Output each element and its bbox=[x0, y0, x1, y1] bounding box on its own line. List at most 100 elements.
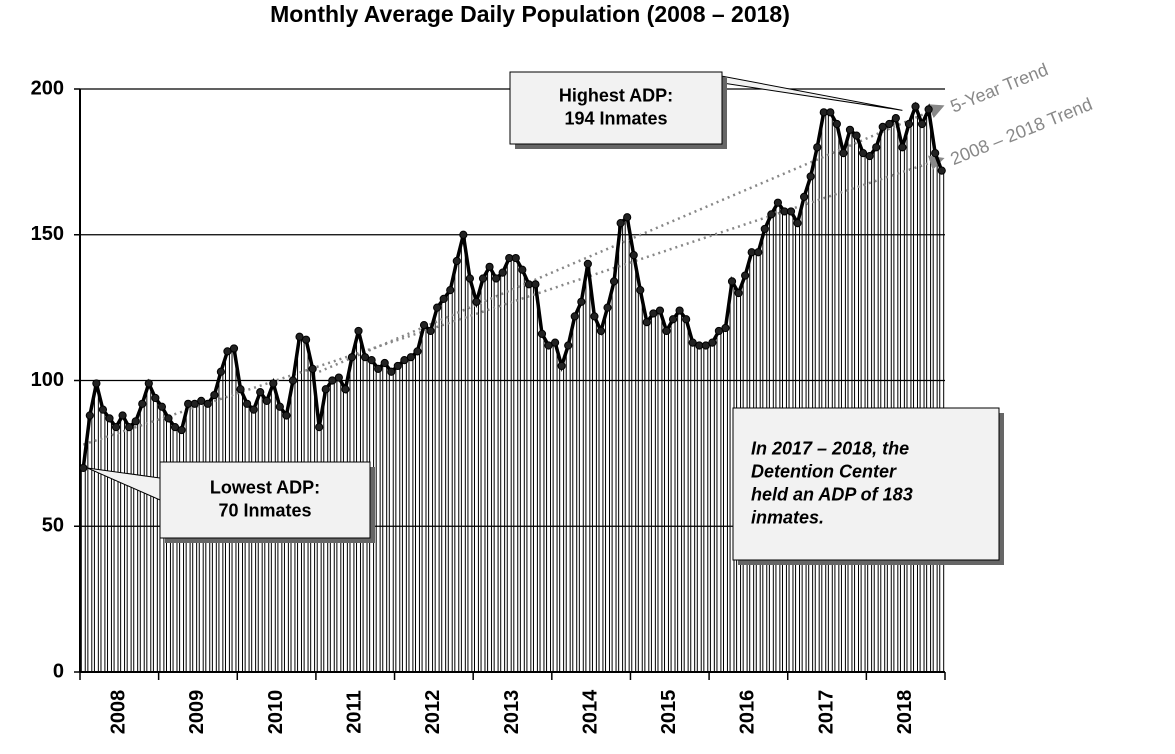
bar bbox=[631, 254, 637, 673]
point bbox=[367, 355, 376, 365]
point bbox=[557, 361, 566, 371]
point bbox=[904, 119, 914, 129]
point bbox=[662, 326, 671, 336]
bar bbox=[166, 417, 171, 673]
point bbox=[197, 396, 206, 406]
point bbox=[170, 423, 180, 432]
point bbox=[485, 262, 494, 271]
point bbox=[341, 385, 350, 394]
bar bbox=[657, 310, 663, 673]
annotation-text: Lowest ADP: bbox=[210, 477, 320, 497]
point bbox=[727, 277, 737, 286]
point bbox=[138, 399, 147, 408]
bar bbox=[139, 403, 145, 673]
point bbox=[125, 423, 134, 432]
point bbox=[793, 218, 802, 228]
point bbox=[773, 198, 782, 207]
point bbox=[721, 323, 730, 333]
x-tick-label: 2008 bbox=[108, 690, 130, 735]
trend-label: 5-Year Trend bbox=[948, 59, 1051, 116]
point bbox=[609, 277, 619, 286]
x-tick-label: 2012 bbox=[422, 690, 444, 735]
annotation-text: Highest ADP: bbox=[559, 85, 673, 105]
bar bbox=[473, 301, 479, 673]
bar bbox=[283, 414, 289, 673]
point bbox=[872, 143, 881, 152]
point bbox=[360, 353, 370, 362]
bar bbox=[664, 330, 669, 673]
point bbox=[347, 353, 357, 362]
point bbox=[216, 367, 225, 376]
point bbox=[177, 425, 186, 435]
bar bbox=[539, 333, 545, 673]
bar bbox=[847, 129, 853, 673]
point bbox=[321, 385, 330, 394]
point bbox=[891, 114, 900, 123]
annotation-text: Detention Center bbox=[751, 461, 897, 481]
point bbox=[760, 224, 769, 234]
point bbox=[537, 329, 547, 338]
trend-line bbox=[82, 155, 945, 446]
point bbox=[400, 355, 409, 365]
bar bbox=[677, 310, 683, 673]
x-tick-label: 2010 bbox=[265, 690, 287, 735]
point bbox=[459, 230, 468, 239]
bar bbox=[506, 257, 512, 673]
point bbox=[708, 338, 717, 347]
bar bbox=[650, 312, 656, 673]
point bbox=[924, 105, 933, 114]
point bbox=[354, 326, 363, 336]
point bbox=[832, 119, 841, 129]
bar bbox=[428, 330, 434, 673]
bar bbox=[100, 409, 106, 673]
point bbox=[550, 338, 560, 347]
point bbox=[878, 122, 887, 131]
bar bbox=[382, 362, 388, 673]
point bbox=[531, 280, 540, 289]
point bbox=[223, 347, 232, 356]
bar bbox=[159, 406, 165, 673]
bar bbox=[618, 222, 624, 673]
bar bbox=[834, 123, 840, 673]
annotation-text: 194 Inmates bbox=[564, 108, 667, 128]
point bbox=[111, 423, 121, 432]
point bbox=[741, 271, 750, 280]
point bbox=[931, 149, 940, 158]
x-tick-label: 2018 bbox=[894, 690, 916, 735]
bar bbox=[670, 318, 676, 673]
bar bbox=[532, 283, 538, 673]
bar bbox=[434, 307, 440, 673]
bar bbox=[460, 234, 466, 673]
bar bbox=[578, 301, 584, 673]
point bbox=[131, 417, 140, 426]
bar bbox=[552, 342, 558, 673]
point bbox=[603, 303, 612, 312]
y-tick-label: 150 bbox=[31, 223, 64, 245]
bar bbox=[93, 382, 99, 673]
bar bbox=[585, 263, 591, 673]
bar bbox=[87, 414, 93, 673]
point bbox=[282, 411, 291, 420]
bar bbox=[683, 318, 689, 673]
point bbox=[688, 338, 697, 347]
annotation-text: inmates. bbox=[751, 507, 824, 527]
bar bbox=[480, 277, 486, 673]
point bbox=[249, 405, 258, 414]
point bbox=[387, 367, 396, 376]
point bbox=[472, 297, 481, 306]
x-tick-label: 2014 bbox=[579, 689, 601, 734]
point bbox=[288, 376, 298, 385]
bar bbox=[526, 283, 532, 673]
chart-title: Monthly Average Daily Population (2008 –… bbox=[270, 1, 790, 27]
point bbox=[786, 207, 796, 216]
point bbox=[813, 143, 822, 152]
point bbox=[210, 390, 219, 400]
point bbox=[492, 274, 501, 283]
point bbox=[682, 315, 691, 324]
bar bbox=[696, 345, 702, 673]
y-tick-label: 100 bbox=[31, 369, 64, 391]
bar bbox=[709, 342, 715, 673]
bar bbox=[919, 123, 925, 673]
bar bbox=[133, 420, 139, 673]
